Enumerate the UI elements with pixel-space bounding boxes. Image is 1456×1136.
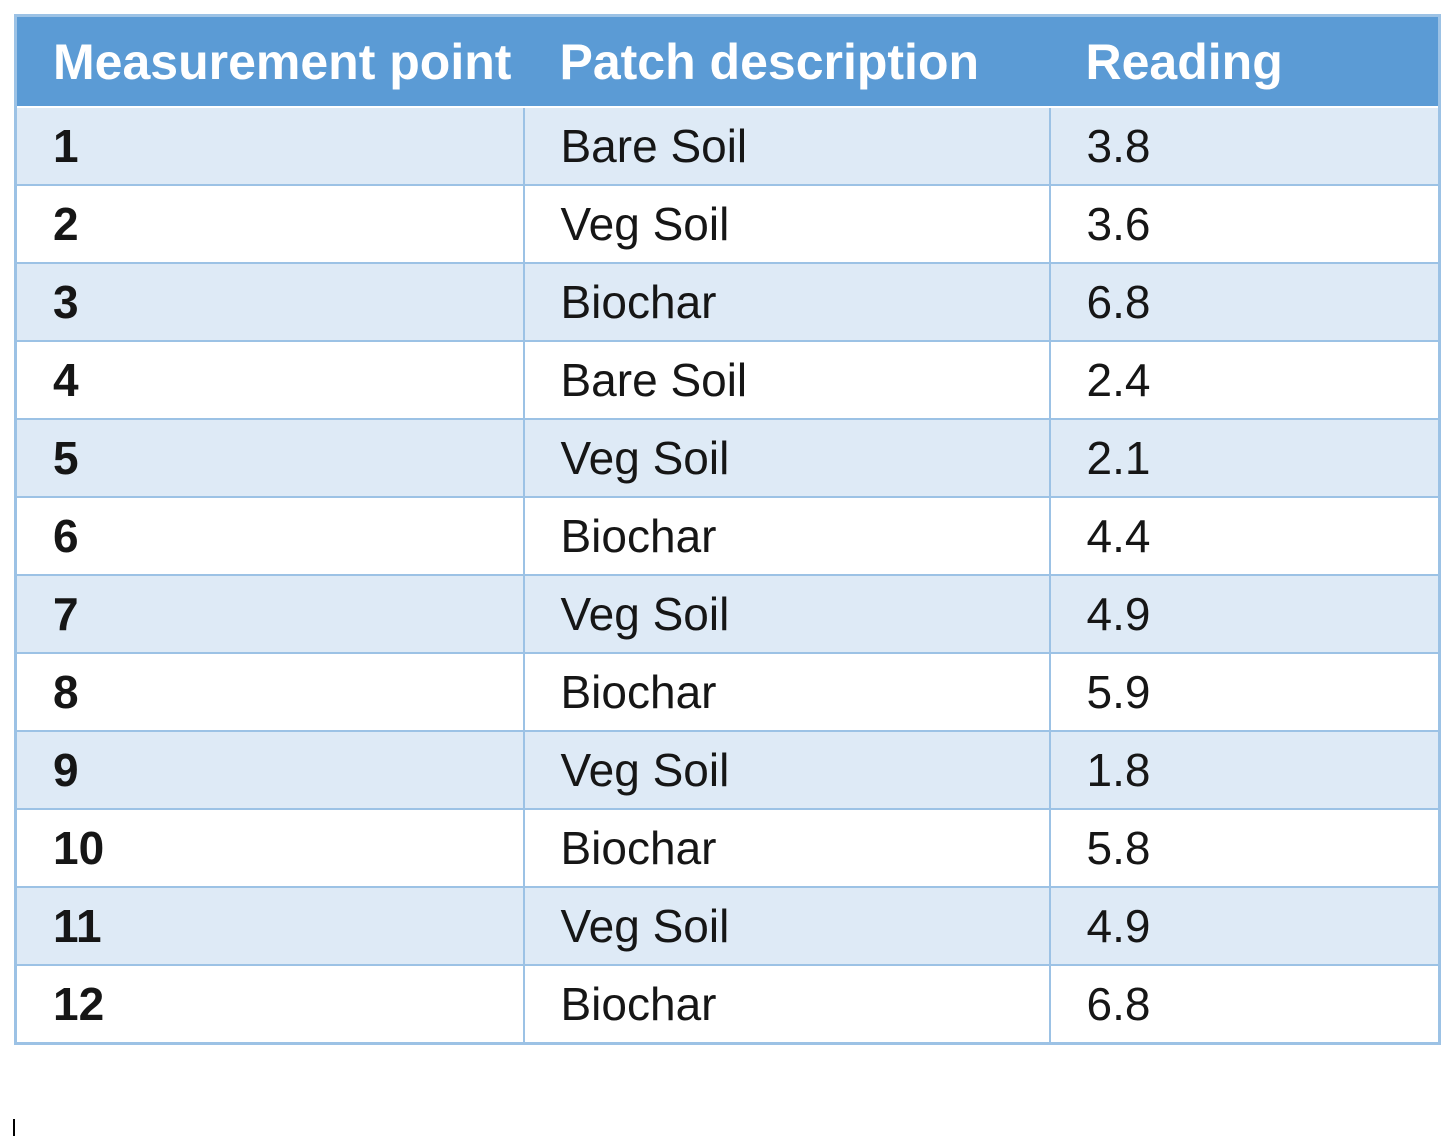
cell-reading: 2.1 [1048, 418, 1441, 498]
cell-patch-description: Biochar [522, 808, 1051, 888]
table-row: 6 Biochar 4.4 [14, 496, 1441, 576]
cell-measurement-point: 3 [14, 262, 525, 342]
cell-patch-description: Biochar [522, 496, 1051, 576]
cell-measurement-point: 12 [14, 964, 525, 1045]
cell-patch-description: Veg Soil [522, 730, 1051, 810]
cell-measurement-point: 9 [14, 730, 525, 810]
cell-reading: 4.9 [1048, 886, 1441, 966]
cell-patch-description: Biochar [522, 964, 1051, 1045]
cell-measurement-point: 8 [14, 652, 525, 732]
cell-measurement-point: 6 [14, 496, 525, 576]
measurements-table: Measurement point Patch description Read… [14, 14, 1441, 1045]
cell-reading: 6.8 [1048, 964, 1441, 1045]
cell-measurement-point: 4 [14, 340, 525, 420]
cell-reading: 4.9 [1048, 574, 1441, 654]
cell-measurement-point: 11 [14, 886, 525, 966]
table-body: 1 Bare Soil 3.8 2 Veg Soil 3.6 3 Biochar… [14, 106, 1441, 1045]
table-row: 3 Biochar 6.8 [14, 262, 1441, 342]
text-caret [13, 1119, 15, 1136]
table-row: 4 Bare Soil 2.4 [14, 340, 1441, 420]
cell-reading: 6.8 [1048, 262, 1441, 342]
cell-reading: 5.8 [1048, 808, 1441, 888]
table-row: 1 Bare Soil 3.8 [14, 106, 1441, 186]
table-header: Measurement point Patch description Read… [15, 15, 1440, 108]
cell-reading: 2.4 [1048, 340, 1441, 420]
table-row: 12 Biochar 6.8 [14, 964, 1441, 1045]
cell-measurement-point: 5 [14, 418, 525, 498]
cell-patch-description: Veg Soil [522, 886, 1051, 966]
table-row: 11 Veg Soil 4.9 [14, 886, 1441, 966]
table-row: 10 Biochar 5.8 [14, 808, 1441, 888]
cell-measurement-point: 2 [14, 184, 525, 264]
cell-measurement-point: 7 [14, 574, 525, 654]
cell-patch-description: Bare Soil [522, 106, 1051, 186]
column-header-measurement-point: Measurement point [15, 15, 524, 108]
table-row: 5 Veg Soil 2.1 [14, 418, 1441, 498]
cell-patch-description: Veg Soil [522, 574, 1051, 654]
table-row: 7 Veg Soil 4.9 [14, 574, 1441, 654]
cell-patch-description: Veg Soil [522, 184, 1051, 264]
cell-patch-description: Bare Soil [522, 340, 1051, 420]
cell-patch-description: Biochar [522, 262, 1051, 342]
table-row: 9 Veg Soil 1.8 [14, 730, 1441, 810]
cell-reading: 3.6 [1048, 184, 1441, 264]
table-row: 8 Biochar 5.9 [14, 652, 1441, 732]
cell-reading: 1.8 [1048, 730, 1441, 810]
cell-reading: 3.8 [1048, 106, 1441, 186]
table-row: 2 Veg Soil 3.6 [14, 184, 1441, 264]
cell-measurement-point: 10 [14, 808, 525, 888]
column-header-reading: Reading [1049, 15, 1440, 108]
cell-measurement-point: 1 [14, 106, 525, 186]
cell-reading: 4.4 [1048, 496, 1441, 576]
header-row: Measurement point Patch description Read… [15, 15, 1440, 108]
column-header-patch-description: Patch description [523, 15, 1050, 108]
cell-reading: 5.9 [1048, 652, 1441, 732]
cell-patch-description: Biochar [522, 652, 1051, 732]
cell-patch-description: Veg Soil [522, 418, 1051, 498]
